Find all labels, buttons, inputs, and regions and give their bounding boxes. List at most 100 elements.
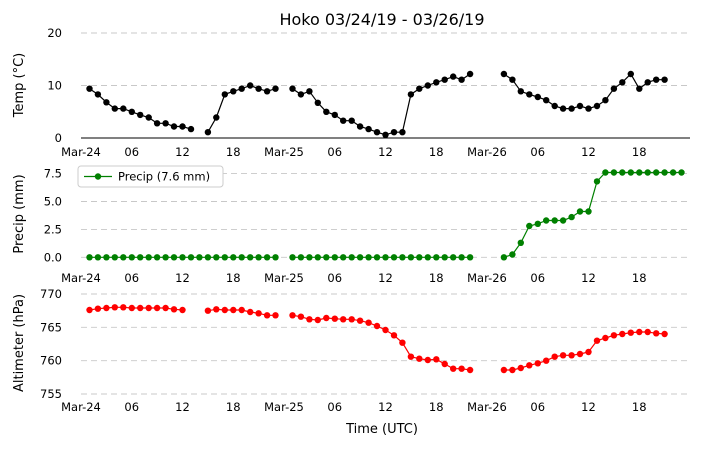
data-point xyxy=(593,337,601,344)
data-point xyxy=(331,315,338,322)
data-point xyxy=(111,304,119,311)
x-tick-label: Mar-25 xyxy=(264,271,304,285)
data-point xyxy=(213,254,220,261)
data-point xyxy=(373,322,381,330)
x-tick-label: 18 xyxy=(632,400,647,414)
data-point xyxy=(348,117,355,124)
x-tick-label: 06 xyxy=(327,400,342,414)
data-point xyxy=(221,91,228,98)
y-tick-label: 20 xyxy=(47,26,62,40)
data-point xyxy=(441,76,448,83)
data-point xyxy=(94,91,102,98)
data-point xyxy=(145,254,152,261)
panel-3: 755 760 765 770 Altimeter (hPa) Mar-24 06 12 18 M… xyxy=(12,287,690,414)
data-point xyxy=(593,178,601,185)
y-tick-label: 0 xyxy=(55,131,62,145)
data-point xyxy=(661,169,668,176)
data-point xyxy=(340,117,347,124)
data-point xyxy=(433,356,440,363)
y-tick-label: 770 xyxy=(40,287,62,301)
data-point xyxy=(653,76,660,83)
legend-label: Precip (7.6 mm) xyxy=(118,170,210,184)
x-tick-label: Mar-26 xyxy=(467,145,507,159)
data-point xyxy=(585,208,592,215)
y-tick-label: 7.5 xyxy=(44,167,62,181)
data-point xyxy=(314,316,321,324)
data-point xyxy=(627,169,634,176)
x-tick-label: 18 xyxy=(226,145,241,159)
data-point xyxy=(441,360,448,368)
data-point xyxy=(424,254,431,261)
data-point xyxy=(661,76,668,83)
data-point xyxy=(636,328,643,336)
data-point xyxy=(272,254,279,261)
x-tick-label: Mar-26 xyxy=(467,271,507,285)
data-point xyxy=(407,91,415,98)
data-point xyxy=(356,317,364,324)
data-point xyxy=(179,123,186,130)
data-point xyxy=(230,306,237,314)
data-point xyxy=(543,357,550,364)
data-point xyxy=(610,332,618,339)
data-point xyxy=(187,125,195,133)
data-point xyxy=(230,88,237,95)
data-point xyxy=(111,254,119,261)
panels: 0 10 20 Temp (°C) Mar-24 06 12 18 Mar-25 06 12 18 Ma… xyxy=(12,26,690,414)
data-point xyxy=(559,105,567,112)
data-point xyxy=(255,254,262,261)
data-point xyxy=(458,365,465,372)
data-point xyxy=(576,208,584,215)
y-axis-label: Altimeter (hPa) xyxy=(12,294,27,392)
x-tick-label: 12 xyxy=(581,145,596,159)
data-point xyxy=(373,254,381,261)
x-tick-label: Mar-26 xyxy=(467,400,507,414)
data-point xyxy=(390,129,398,136)
data-point xyxy=(585,348,592,356)
data-point xyxy=(103,99,110,106)
data-point xyxy=(365,319,372,326)
data-point xyxy=(602,97,609,104)
data-point xyxy=(323,314,330,322)
x-tick-label: 06 xyxy=(530,400,545,414)
data-point xyxy=(382,326,389,334)
data-point xyxy=(399,129,406,136)
x-tick-label: 18 xyxy=(632,145,647,159)
data-point xyxy=(407,353,415,360)
data-point xyxy=(365,254,372,261)
x-tick-label: Mar-25 xyxy=(264,145,304,159)
data-point xyxy=(314,99,321,107)
data-point xyxy=(610,85,618,92)
data-point xyxy=(517,88,524,95)
data-point xyxy=(433,79,440,86)
x-tick-label: Mar-24 xyxy=(61,400,101,414)
data-point xyxy=(593,102,601,110)
data-point xyxy=(661,330,668,338)
data-point xyxy=(517,239,524,246)
data-point xyxy=(179,254,186,261)
data-point xyxy=(407,254,415,261)
data-point xyxy=(568,213,575,221)
data-point xyxy=(153,120,161,127)
data-point xyxy=(272,85,279,92)
data-point xyxy=(568,105,575,112)
x-tick-label: 12 xyxy=(378,145,393,159)
data-point xyxy=(204,129,212,136)
x-tick-label: 12 xyxy=(175,400,190,414)
data-point xyxy=(128,304,135,312)
data-point xyxy=(162,304,169,312)
data-point xyxy=(390,332,398,339)
data-point xyxy=(534,93,541,101)
data-point xyxy=(145,304,152,312)
data-point xyxy=(500,70,508,78)
data-point xyxy=(120,105,127,112)
y-tick-label: 765 xyxy=(40,320,62,334)
x-tick-label: 18 xyxy=(632,271,647,285)
x-tick-label: 18 xyxy=(429,271,444,285)
x-tick-label: 12 xyxy=(378,400,393,414)
data-point xyxy=(644,328,651,336)
data-point xyxy=(653,330,660,337)
data-point xyxy=(382,254,389,261)
x-tick-label: 06 xyxy=(327,271,342,285)
